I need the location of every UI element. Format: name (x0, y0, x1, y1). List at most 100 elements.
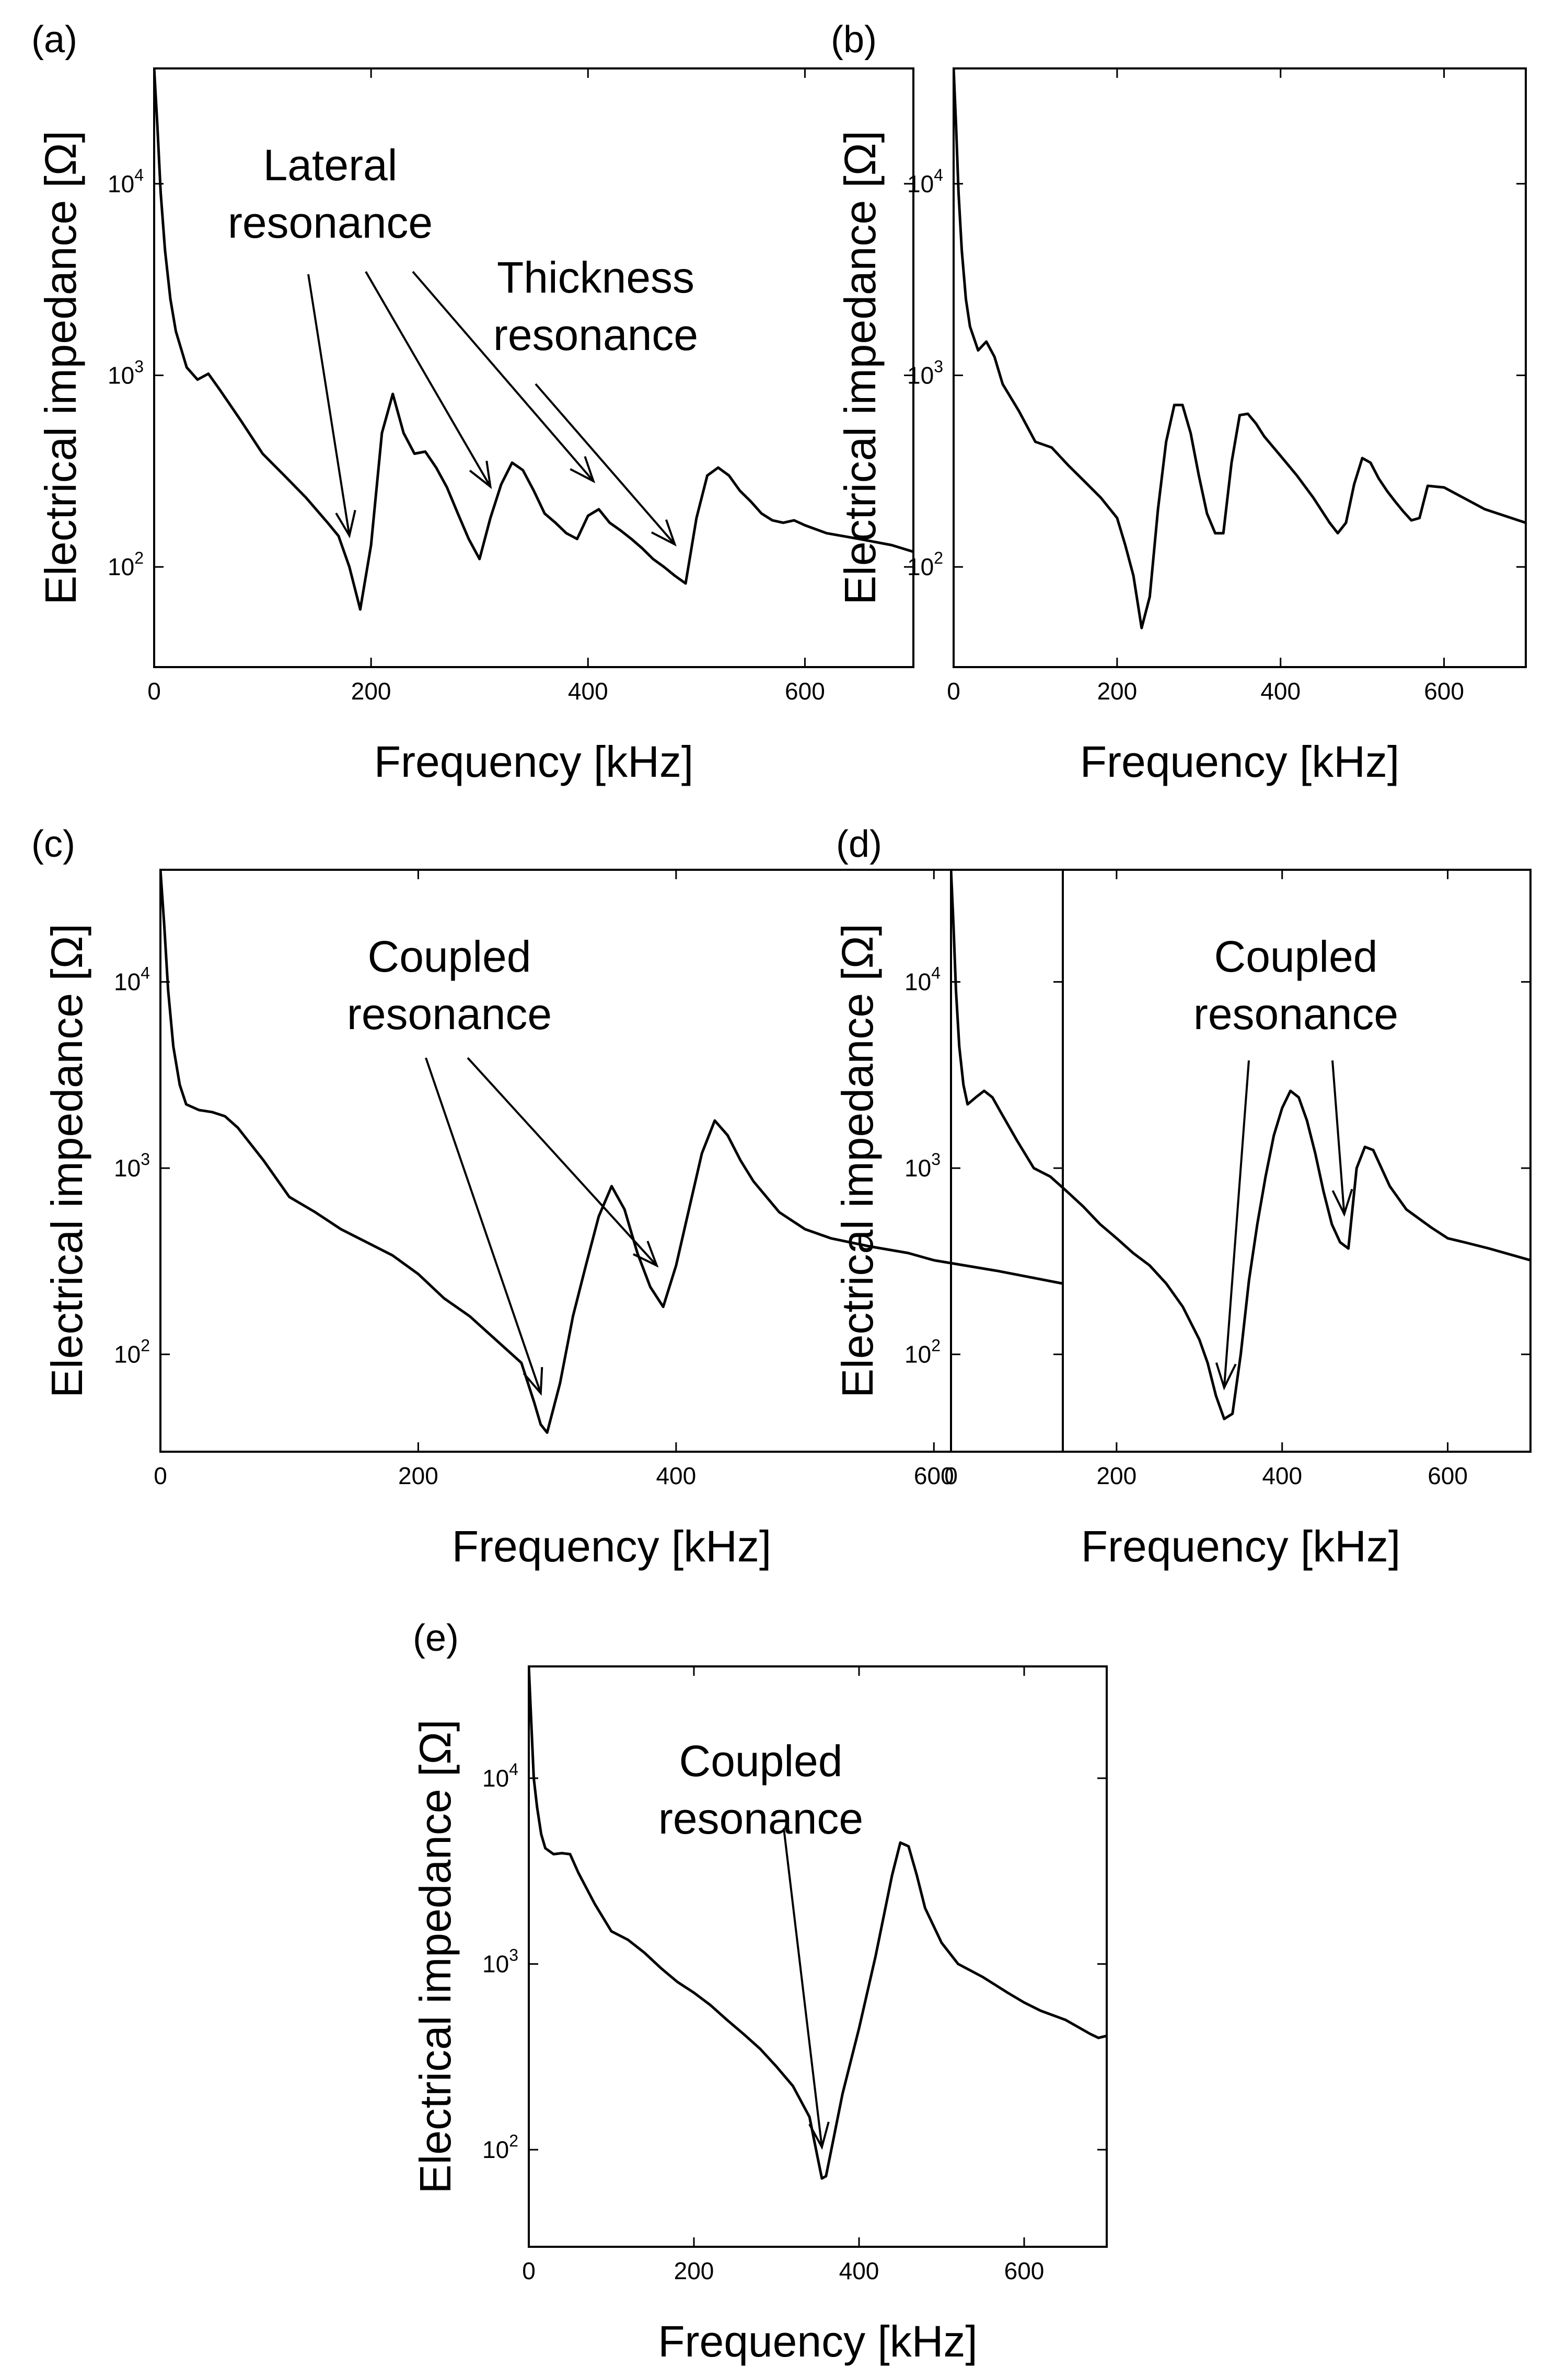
y-tick-label: 103 (904, 1150, 941, 1182)
y-tick-exponent: 3 (509, 1946, 518, 1965)
y-tick-base: 10 (904, 1154, 931, 1182)
x-tick-label: 200 (1096, 1462, 1136, 1489)
panel-label: (b) (831, 19, 877, 61)
annotation-arrow-shaft (535, 383, 676, 545)
y-tick-label: 103 (482, 1946, 518, 1978)
y-tick-base: 10 (907, 553, 934, 580)
plot-frame (950, 869, 1532, 1453)
annotation: Coupled resonance (1193, 932, 1398, 1391)
series-line-impedance (954, 68, 1526, 629)
y-tick-label: 104 (907, 166, 943, 197)
annotation-arrow-shaft (365, 271, 492, 487)
y-tick-label: 103 (907, 357, 943, 389)
y-tick-exponent: 3 (934, 357, 943, 376)
y-tick-exponent: 4 (134, 166, 144, 184)
y-tick-label: 102 (907, 549, 943, 580)
annotation-arrow-head (1215, 1362, 1237, 1391)
x-axis-title: Frequency [kHz] (1080, 737, 1400, 786)
x-tick-label: 0 (147, 678, 161, 705)
y-tick-base: 10 (114, 1341, 141, 1368)
annotation-arrow-head (469, 460, 492, 489)
y-axis-title: Electrical impedance [Ω] (36, 131, 85, 605)
x-axis-title: Frequency [kHz] (1081, 1522, 1401, 1571)
x-tick-label: 200 (1097, 678, 1137, 705)
y-tick-base: 10 (907, 362, 934, 389)
y-tick-base: 10 (904, 1341, 931, 1368)
y-axis-title: Electrical impedance [Ω] (42, 924, 91, 1398)
y-tick-base: 10 (482, 1951, 509, 1978)
plot-frame (953, 67, 1527, 668)
x-axis-title: Frequency [kHz] (452, 1522, 772, 1571)
annotation-arrow-shaft (307, 274, 351, 536)
annotation-text: Coupled (368, 932, 531, 981)
y-tick-label: 103 (114, 1150, 150, 1182)
x-tick-label: 400 (656, 1462, 696, 1489)
x-tick-label: 0 (947, 678, 960, 705)
plot-frame (528, 1665, 1108, 2248)
annotation-text: resonance (228, 198, 433, 247)
annotation-text: resonance (347, 989, 552, 1039)
annotation-arrow-head (1331, 1188, 1353, 1217)
y-tick-base: 10 (108, 553, 134, 580)
x-axis-title: Frequency [kHz] (658, 2317, 978, 2366)
y-tick-label: 104 (114, 964, 150, 996)
panel-label: (c) (31, 823, 75, 865)
y-axis-title: Electrical impedance [Ω] (836, 131, 885, 605)
y-tick-label: 104 (904, 964, 941, 996)
annotation-arrow-head (633, 1241, 659, 1268)
annotation-text: Thickness (497, 253, 694, 302)
panel-label: (e) (413, 1617, 459, 1659)
annotation: Coupled resonance (658, 1736, 863, 2150)
x-tick-label: 0 (522, 2257, 536, 2284)
annotation-arrow-head (523, 1367, 543, 1396)
y-tick-base: 10 (482, 2136, 509, 2163)
y-tick-label: 102 (482, 2131, 518, 2163)
annotation-arrow-shaft (783, 1828, 823, 2148)
annotation-arrow-head (570, 456, 596, 484)
y-tick-exponent: 4 (931, 964, 941, 983)
annotation-arrow-shaft (1223, 1060, 1250, 1388)
y-tick-exponent: 3 (141, 1150, 150, 1169)
plot-frame (153, 67, 914, 668)
x-tick-label: 400 (1262, 1462, 1302, 1489)
y-tick-exponent: 4 (141, 964, 150, 983)
y-tick-exponent: 2 (134, 549, 144, 567)
x-tick-label: 200 (674, 2257, 714, 2284)
y-tick-base: 10 (907, 170, 934, 197)
x-tick-label: 600 (1424, 678, 1464, 705)
y-tick-label: 104 (108, 166, 144, 197)
y-tick-exponent: 2 (934, 549, 943, 567)
y-tick-base: 10 (482, 1765, 509, 1792)
series-line-impedance (951, 870, 1530, 1420)
annotation-text: resonance (1193, 989, 1398, 1039)
annotation-arrow-head (651, 519, 677, 547)
y-tick-base: 10 (114, 969, 141, 996)
x-tick-label: 0 (154, 1462, 167, 1489)
annotation-text: resonance (658, 1794, 863, 1843)
x-tick-label: 400 (839, 2257, 879, 2284)
annotation-arrow-head (335, 510, 356, 539)
x-tick-label: 600 (914, 1462, 954, 1489)
series-line-impedance (160, 870, 1063, 1434)
y-tick-base: 10 (904, 969, 931, 996)
annotation-text: Coupled (1214, 932, 1378, 981)
y-tick-label: 103 (108, 357, 144, 389)
annotation-arrow-shaft (467, 1057, 658, 1266)
x-tick-label: 200 (351, 678, 391, 705)
x-axis-title: Frequency [kHz] (374, 737, 694, 786)
series-line-impedance (529, 1666, 1107, 2180)
series-line-impedance (154, 68, 913, 611)
y-tick-exponent: 2 (509, 2131, 518, 2150)
annotation: Coupled resonance (347, 932, 659, 1396)
y-tick-exponent: 4 (934, 166, 943, 184)
annotation-text: resonance (493, 310, 698, 359)
y-axis-title: Electrical impedance [Ω] (411, 1720, 460, 2194)
x-tick-label: 400 (1260, 678, 1301, 705)
y-tick-label: 102 (108, 549, 144, 580)
y-tick-base: 10 (108, 170, 134, 197)
